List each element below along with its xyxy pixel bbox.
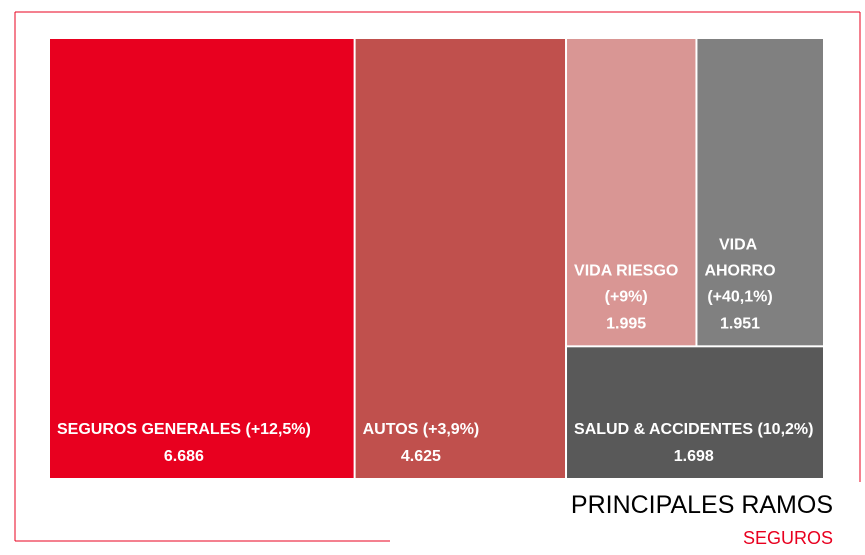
tile bbox=[697, 39, 823, 346]
tile-name: SEGUROS GENERALES bbox=[57, 421, 241, 438]
chart-title: PRINCIPALES RAMOS bbox=[571, 491, 833, 519]
tile-name: VIDA AHORRO bbox=[704, 236, 775, 279]
tile-change: (+9%) bbox=[605, 288, 648, 305]
tile-change: (+40,1%) bbox=[707, 288, 772, 305]
tile bbox=[567, 347, 823, 478]
chart-subtitle: SEGUROS bbox=[743, 528, 833, 548]
tile-change: (+3,9%) bbox=[423, 421, 479, 438]
tile-name: AUTOS bbox=[363, 421, 419, 438]
tile-change: (+12,5%) bbox=[245, 421, 310, 438]
tile-change: (10,2%) bbox=[757, 421, 813, 438]
tile-name: VIDA RIESGO bbox=[574, 262, 678, 279]
tile-value: 1.698 bbox=[674, 448, 714, 465]
tile-value: 6.686 bbox=[164, 448, 204, 465]
tile-label: SEGUROS GENERALES (+12,5%) bbox=[57, 421, 311, 438]
tile-label: SALUD & ACCIDENTES (10,2%) bbox=[574, 421, 813, 438]
tile-value: 4.625 bbox=[401, 448, 441, 465]
tile-value: 1.951 bbox=[720, 315, 760, 332]
tile-name: SALUD & ACCIDENTES bbox=[574, 421, 753, 438]
tile bbox=[567, 39, 696, 346]
tile bbox=[50, 39, 354, 478]
tile bbox=[355, 39, 566, 478]
tile-label: AUTOS (+3,9%) bbox=[363, 421, 480, 438]
tile-value: 1.995 bbox=[606, 315, 646, 332]
